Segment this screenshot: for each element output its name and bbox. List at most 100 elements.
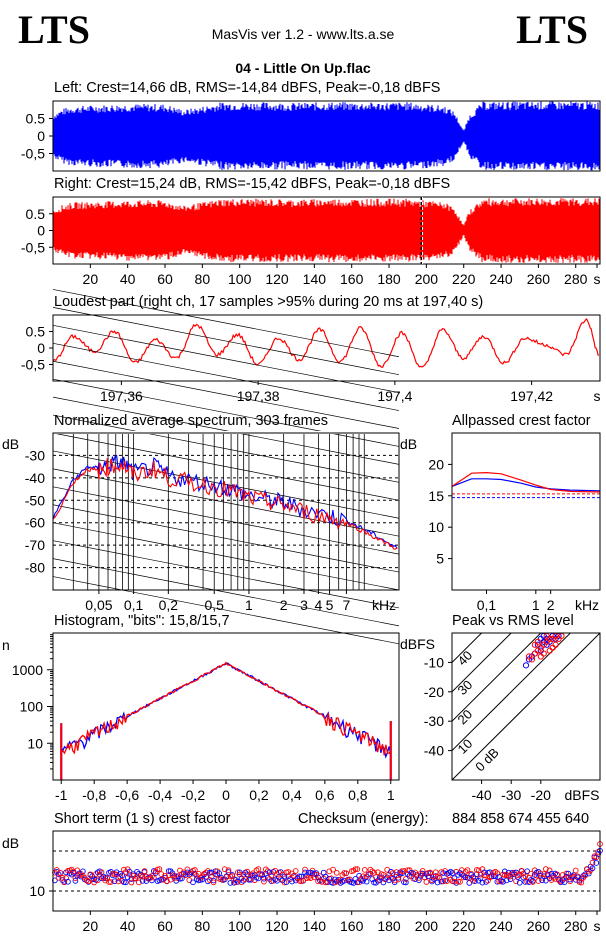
short-term-left-point — [119, 872, 125, 879]
short-term-left-point — [283, 879, 290, 885]
short-term-title: Short term (1 s) crest factor — [54, 811, 231, 827]
right-time-axis-label: 160 — [340, 271, 364, 287]
short-term-right-point — [391, 877, 398, 884]
short-term-right-point — [244, 868, 251, 875]
short-term-left-point — [111, 878, 118, 885]
crest-line-label: 0 dB — [472, 745, 502, 775]
short-term-time-axis-label: 200 — [415, 918, 439, 934]
right-time-axis-label: 220 — [452, 271, 476, 287]
peak-rms-left-point — [537, 635, 544, 642]
peak-rms-right-point — [525, 653, 533, 660]
crest-line — [452, 633, 572, 752]
crest-line-label: 20 — [454, 706, 475, 727]
short-term-left-point — [72, 877, 79, 884]
crest-ytick-label: 15 — [428, 488, 444, 504]
spectrum-xtick-label: 7 — [343, 597, 351, 613]
spectrum-ytick-label: -40 — [25, 470, 45, 486]
loudest-ytick-label: 0.5 — [26, 324, 46, 340]
short-term-right-point — [324, 878, 331, 885]
spectrum-ylabel: dB — [2, 436, 19, 452]
short-term-left-point — [102, 875, 109, 882]
right-time-axis-label: 200 — [415, 271, 439, 287]
right-time-axis-label: 120 — [265, 271, 289, 287]
short-term-right-point — [419, 868, 426, 874]
short-term-right-point — [432, 869, 439, 876]
peak-rms-ytick-label: -30 — [424, 713, 444, 729]
spectrum-slope — [52, 468, 400, 537]
spectrum-slope — [52, 504, 400, 573]
short-term-left-point — [451, 875, 458, 882]
left-waveform-ytick-label: -0,5 — [21, 146, 45, 162]
spectrum-slope — [52, 450, 400, 519]
file-title: 04 - Little On Up.flac — [235, 60, 371, 76]
histogram-xtick-label: 0,4 — [282, 787, 302, 803]
peak-rms-right-point — [540, 650, 547, 657]
short-term-right-point — [210, 879, 217, 886]
crest-line-label: 30 — [454, 677, 475, 698]
histogram-title: Histogram, "bits": 15,8/15,7 — [54, 613, 230, 629]
spectrum-ytick-label: -80 — [25, 560, 45, 576]
spectrum-xtick-label: 1 — [245, 597, 253, 613]
crest-allpass-title: Allpassed crest factor — [452, 413, 591, 429]
short-term-time-axis-label: 100 — [228, 918, 252, 934]
short-term-left-point — [233, 877, 239, 883]
short-term-left-point — [455, 872, 461, 878]
short-term-right-point — [184, 866, 191, 873]
short-term-right-point — [328, 875, 335, 882]
spectrum-slope — [52, 307, 400, 376]
short-term-right-point — [242, 876, 249, 882]
right-waveform-title: Right: Crest=15,24 dB, RMS=-15,42 dBFS, … — [54, 176, 451, 192]
short-term-right-point — [572, 867, 579, 874]
short-term-right-point — [141, 868, 148, 874]
short-term-left-point — [169, 870, 176, 877]
crest-ylabel: dB — [400, 436, 417, 452]
short-term-right-point — [543, 866, 549, 872]
spectrum-slope — [52, 522, 400, 591]
short-term-right-point — [354, 866, 361, 872]
short-term-right-point — [57, 870, 64, 876]
left-waveform-ytick-label: 0 — [37, 128, 45, 144]
histogram-xtick-label: 0 — [222, 787, 230, 803]
histogram-ytick-label: 10 — [27, 735, 43, 751]
peak-rms-right-point — [531, 641, 538, 648]
peak-rms-xtick-label: -20 — [531, 787, 551, 803]
spectrum-slope — [52, 360, 400, 429]
short-term-time-axis-label: 140 — [303, 918, 327, 934]
spectrum-xtick-label: 4 — [314, 597, 322, 613]
short-term-frame — [52, 830, 601, 912]
histogram-xtick-label: -0,6 — [115, 787, 139, 803]
histogram-xtick-label: -1 — [55, 787, 68, 803]
short-term-left-point — [122, 879, 129, 886]
short-term-time-axis-label: 280 — [564, 918, 588, 934]
short-term-right-point — [361, 866, 368, 873]
short-term-right-point — [292, 868, 299, 874]
logo-left: LTS — [18, 7, 90, 52]
peak-rms-right-point — [552, 641, 559, 648]
short-term-left-point — [593, 860, 600, 866]
short-term-right-point — [589, 859, 596, 866]
short-term-right-point — [346, 876, 353, 883]
spectrum-xtick-label: 0,1 — [124, 597, 144, 613]
spectrum-ytick-label: -50 — [25, 492, 45, 508]
loudest-ytick-label: -0,5 — [21, 357, 45, 373]
loudest-xunit: s — [594, 388, 601, 404]
peak-rms-right-point — [549, 644, 556, 651]
spectrum-slope — [52, 289, 400, 358]
peak-rms-frame — [451, 632, 601, 781]
spectrum-xtick-label: 3 — [300, 597, 308, 613]
short-term-right-point — [402, 876, 409, 882]
short-term-left-point — [503, 877, 510, 884]
peak-rms-xtick-label: -30 — [501, 787, 521, 803]
short-term-left-point — [261, 875, 267, 882]
short-term-left-point — [507, 876, 514, 883]
short-term-right-point — [122, 869, 129, 875]
loudest-xtick-label: 197,36 — [100, 388, 143, 404]
short-term-right-point — [352, 866, 359, 873]
short-term-right-point — [70, 868, 77, 875]
short-term-right-point — [330, 866, 336, 873]
short-term-right-point — [115, 878, 122, 885]
short-term-time-axis-label: 60 — [157, 918, 173, 934]
spectrum-ytick-label: -60 — [25, 515, 45, 531]
short-term-left-point — [113, 869, 120, 876]
short-term-left-point — [244, 871, 251, 878]
